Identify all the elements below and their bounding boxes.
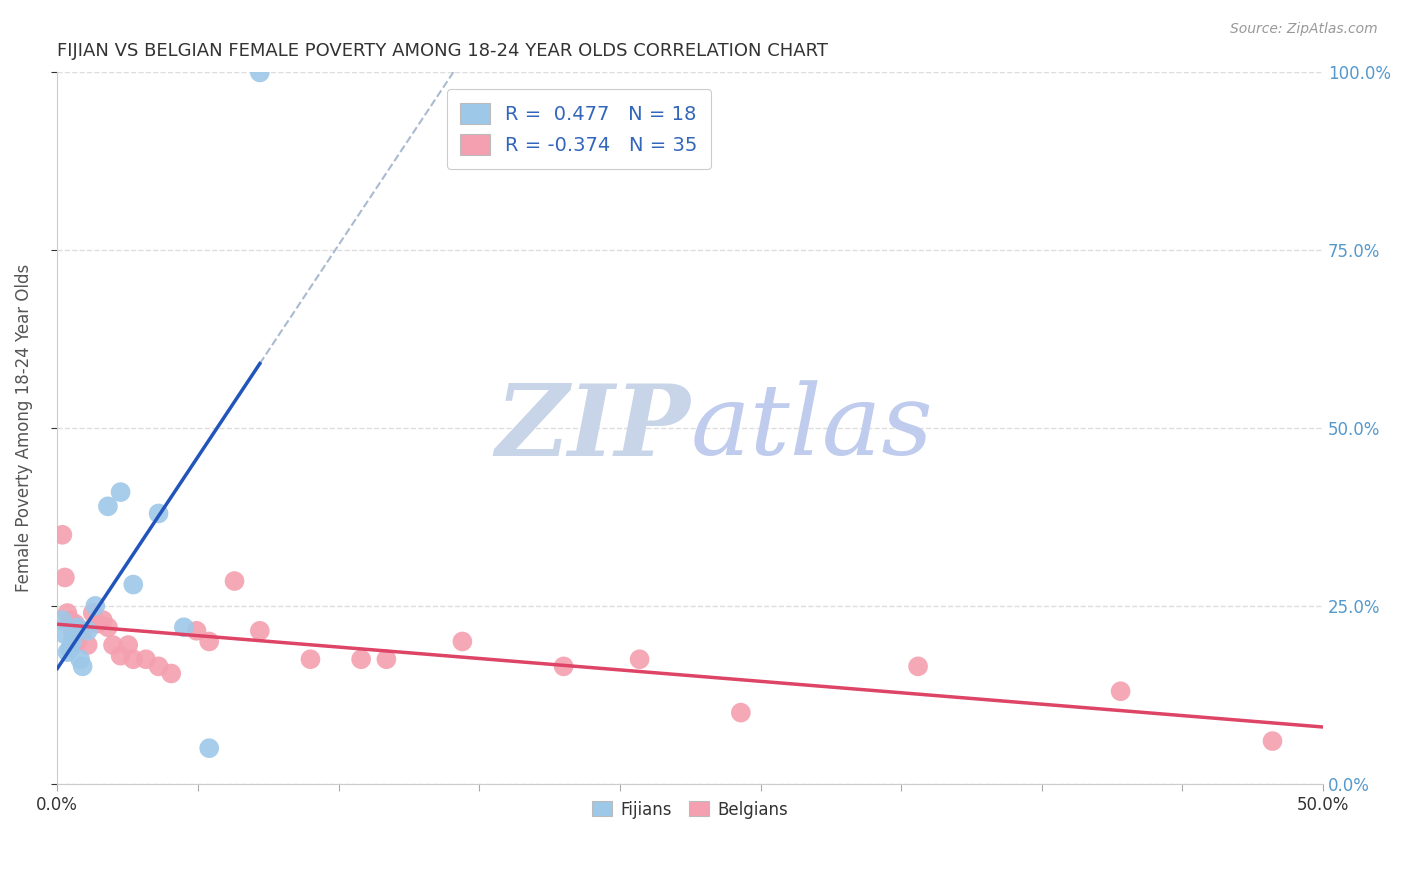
Point bbox=[69, 652, 91, 666]
Text: Source: ZipAtlas.com: Source: ZipAtlas.com bbox=[1230, 22, 1378, 37]
Legend: Fijians, Belgians: Fijians, Belgians bbox=[586, 794, 794, 825]
Point bbox=[63, 624, 86, 638]
Point bbox=[82, 606, 104, 620]
Point bbox=[97, 620, 120, 634]
Point bbox=[160, 666, 183, 681]
Point bbox=[553, 659, 575, 673]
Point bbox=[186, 624, 208, 638]
Point bbox=[62, 624, 84, 638]
Point bbox=[135, 652, 157, 666]
Point bbox=[249, 624, 271, 638]
Point bbox=[198, 634, 221, 648]
Point bbox=[56, 606, 79, 620]
Point bbox=[69, 627, 91, 641]
Point bbox=[173, 620, 195, 634]
Point bbox=[62, 634, 84, 648]
Point bbox=[87, 616, 110, 631]
Point bbox=[117, 638, 139, 652]
Point bbox=[122, 577, 145, 591]
Point bbox=[51, 528, 73, 542]
Point bbox=[375, 652, 398, 666]
Point bbox=[51, 613, 73, 627]
Point bbox=[148, 507, 170, 521]
Point bbox=[730, 706, 752, 720]
Point bbox=[1261, 734, 1284, 748]
Point bbox=[110, 485, 132, 500]
Point bbox=[53, 570, 76, 584]
Point bbox=[59, 613, 82, 627]
Text: atlas: atlas bbox=[690, 380, 934, 475]
Point bbox=[97, 500, 120, 514]
Point bbox=[101, 638, 124, 652]
Point bbox=[76, 638, 98, 652]
Point bbox=[66, 620, 89, 634]
Point bbox=[1109, 684, 1132, 698]
Point bbox=[66, 634, 89, 648]
Point bbox=[72, 659, 94, 673]
Point bbox=[63, 616, 86, 631]
Point bbox=[76, 624, 98, 638]
Y-axis label: Female Poverty Among 18-24 Year Olds: Female Poverty Among 18-24 Year Olds bbox=[15, 264, 32, 592]
Point bbox=[56, 645, 79, 659]
Point bbox=[148, 659, 170, 673]
Point bbox=[122, 652, 145, 666]
Point bbox=[350, 652, 373, 666]
Point bbox=[198, 741, 221, 756]
Point bbox=[53, 627, 76, 641]
Point bbox=[907, 659, 929, 673]
Point bbox=[84, 599, 107, 613]
Point bbox=[59, 641, 82, 656]
Text: ZIP: ZIP bbox=[495, 380, 690, 476]
Point bbox=[451, 634, 474, 648]
Point bbox=[249, 65, 271, 79]
Point bbox=[110, 648, 132, 663]
Point bbox=[72, 624, 94, 638]
Text: FIJIAN VS BELGIAN FEMALE POVERTY AMONG 18-24 YEAR OLDS CORRELATION CHART: FIJIAN VS BELGIAN FEMALE POVERTY AMONG 1… bbox=[58, 42, 828, 60]
Point bbox=[91, 613, 114, 627]
Point bbox=[299, 652, 322, 666]
Point bbox=[628, 652, 651, 666]
Point bbox=[224, 574, 246, 588]
